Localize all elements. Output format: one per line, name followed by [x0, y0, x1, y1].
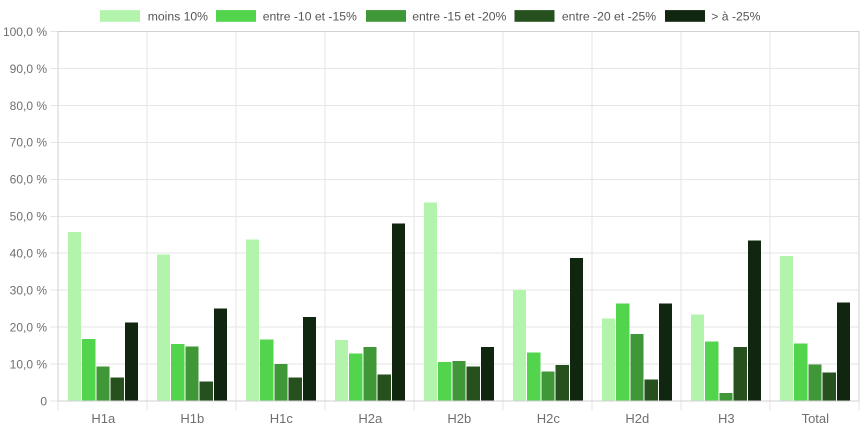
svg-text:moins 10%: moins 10%	[148, 10, 208, 24]
svg-text:H1c: H1c	[270, 411, 294, 426]
svg-text:H2b: H2b	[447, 411, 471, 426]
svg-text:entre -20 et -25%: entre -20 et -25%	[562, 10, 656, 24]
svg-text:entre -10 et -15%: entre -10 et -15%	[263, 10, 357, 24]
svg-text:H1b: H1b	[180, 411, 204, 426]
svg-text:90,0 %: 90,0 %	[10, 62, 48, 76]
svg-text:50,0 %: 50,0 %	[10, 210, 48, 224]
svg-text:10,0 %: 10,0 %	[10, 357, 48, 371]
svg-text:100,0 %: 100,0 %	[3, 25, 47, 39]
svg-text:80,0 %: 80,0 %	[10, 99, 48, 113]
svg-text:H2d: H2d	[625, 411, 649, 426]
svg-text:70,0 %: 70,0 %	[10, 136, 48, 150]
svg-text:entre -15 et -20%: entre -15 et -20%	[412, 10, 506, 24]
svg-text:Total: Total	[802, 411, 830, 426]
svg-text:20,0 %: 20,0 %	[10, 320, 48, 334]
svg-text:H1a: H1a	[91, 411, 116, 426]
svg-text:H3: H3	[718, 411, 735, 426]
svg-text:40,0 %: 40,0 %	[10, 247, 48, 261]
svg-text:0: 0	[40, 394, 47, 408]
svg-text:60,0 %: 60,0 %	[10, 173, 48, 187]
svg-text:30,0 %: 30,0 %	[10, 283, 48, 297]
svg-text:H2c: H2c	[537, 411, 561, 426]
svg-text:H2a: H2a	[358, 411, 383, 426]
svg-text:> à -25%: > à -25%	[711, 10, 760, 24]
